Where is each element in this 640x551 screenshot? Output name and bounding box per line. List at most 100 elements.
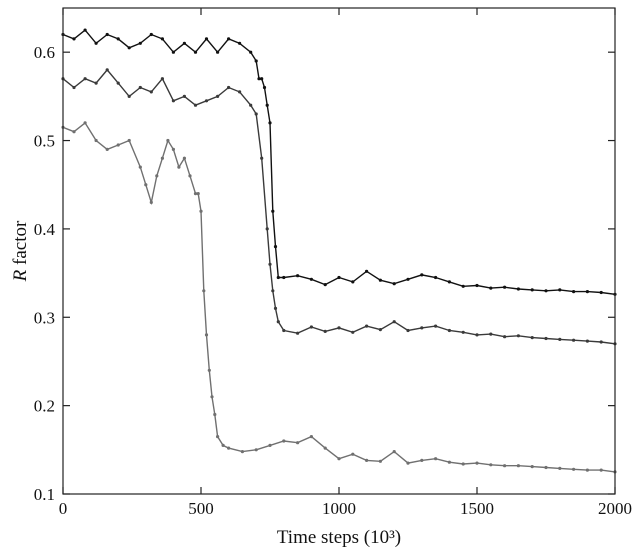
series-2-point <box>365 324 369 328</box>
series-3 <box>61 121 617 474</box>
series-3-point <box>434 457 438 461</box>
series-3-point <box>182 156 186 160</box>
y-tick-label: 0.2 <box>34 397 55 416</box>
series-1-point <box>365 269 369 273</box>
series-2-point <box>160 77 164 81</box>
series-2-point <box>461 330 465 334</box>
x-tick-label: 1500 <box>460 499 494 518</box>
series-1-point <box>105 32 109 37</box>
series-2-point <box>585 339 590 343</box>
series-2-point <box>193 103 198 107</box>
series-2-point <box>227 85 231 90</box>
series-3-point <box>475 461 479 465</box>
series-2-point <box>271 289 275 293</box>
series-3-point <box>155 174 159 178</box>
plot-frame <box>62 7 616 495</box>
series-1-point <box>171 50 175 54</box>
series-2-point <box>116 81 120 85</box>
series-1-point <box>558 288 562 292</box>
series-1-point <box>116 37 120 41</box>
series-3-point <box>461 462 465 466</box>
series-1-point <box>489 286 493 290</box>
series-2-point <box>254 112 258 116</box>
series-3-point <box>166 138 170 143</box>
series-2-point <box>420 326 424 330</box>
series-3-point <box>351 452 355 456</box>
y-tick-label: 0.1 <box>34 485 55 504</box>
series-1-point <box>193 50 198 54</box>
series-2-point <box>337 326 341 330</box>
series-3-point <box>72 130 76 134</box>
x-tick-label: 0 <box>59 499 68 518</box>
series-3-point <box>193 192 198 196</box>
y-tick-label: 0.6 <box>34 43 55 62</box>
series-3-point <box>572 467 576 471</box>
series-2-point <box>282 328 286 333</box>
series-2-point <box>216 94 220 98</box>
series-1-point <box>572 290 576 294</box>
series-1-point <box>503 285 507 289</box>
series-1-point <box>378 278 382 282</box>
series-1-point <box>273 245 278 249</box>
series-1-line <box>62 29 616 295</box>
series-1-point <box>72 37 76 41</box>
series-2-point <box>149 90 153 94</box>
series-2-point <box>503 335 507 339</box>
series-3-point <box>503 464 507 468</box>
x-tick-label: 2000 <box>598 499 632 518</box>
x-axis-title: Time steps (10³) <box>277 527 401 548</box>
series-1-point <box>94 41 98 45</box>
series-1-point <box>475 283 479 288</box>
series-1-point <box>271 209 275 213</box>
series-3-point <box>202 289 206 293</box>
series-1-point <box>309 277 313 281</box>
series-3-point <box>149 200 153 204</box>
series-1-point <box>265 103 269 107</box>
series-2-point <box>105 68 109 72</box>
series-1-point <box>516 287 521 291</box>
series-3-point <box>337 457 341 461</box>
series-2-point <box>273 306 278 310</box>
series-2-point <box>378 328 382 332</box>
series-1-point <box>461 284 465 288</box>
series-1-point <box>392 282 396 286</box>
series-1-point <box>238 41 242 45</box>
series-2-point <box>238 90 242 94</box>
series-layer <box>61 28 617 474</box>
series-2-point <box>516 334 521 338</box>
series-2-point <box>83 77 87 81</box>
series-3-point <box>599 468 603 472</box>
series-2-point <box>599 340 603 344</box>
series-1-point <box>599 290 603 295</box>
y-tick-label: 0.3 <box>34 308 55 327</box>
series-1-point <box>268 121 272 125</box>
series-3-line <box>62 121 616 473</box>
series-1-point <box>249 50 253 54</box>
series-1-point <box>257 77 261 81</box>
series-1-point <box>227 37 231 41</box>
series-2-point <box>572 338 576 342</box>
series-3-point <box>116 143 120 147</box>
series-1-point <box>160 37 164 41</box>
series-1-point <box>254 59 258 63</box>
series-1-point <box>351 280 355 284</box>
y-tick-label: 0.5 <box>34 132 55 151</box>
series-3-point <box>544 465 548 470</box>
series-3-point <box>558 466 562 470</box>
series-2-point <box>127 94 131 98</box>
series-2-point <box>265 227 269 231</box>
series-3-point <box>83 121 87 125</box>
series-2-point <box>392 320 396 324</box>
series-1-point <box>323 283 327 287</box>
series-2-point <box>276 320 280 324</box>
series-3-point <box>516 464 521 468</box>
series-1-point <box>282 275 286 280</box>
series-3-point <box>530 465 534 469</box>
series-3-point <box>282 439 286 443</box>
series-3-point <box>309 435 313 439</box>
series-3-point <box>105 147 109 151</box>
series-1-point <box>337 275 341 280</box>
series-3-point <box>196 192 200 196</box>
series-3-point <box>447 460 451 464</box>
series-2-point <box>249 103 253 107</box>
